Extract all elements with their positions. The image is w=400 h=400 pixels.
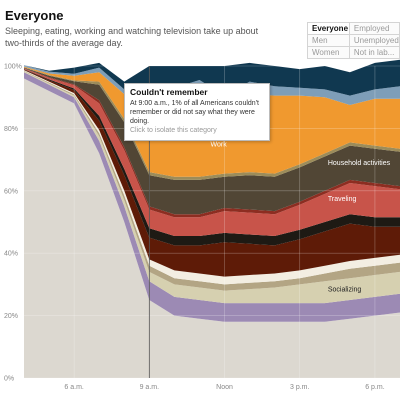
x-tick-label: 6 p.m. [365, 384, 385, 391]
area-household-activities[interactable] [24, 67, 400, 215]
series-labels: Socializing Traveling Household activities… [211, 142, 391, 294]
y-tick-label: 40% [4, 251, 18, 258]
tooltip-body: At 9:00 a.m., 1% of all Americans couldn… [130, 100, 259, 125]
filter-not-in-labor-force[interactable]: Not in lab... [348, 46, 400, 59]
y-tick-label: 80% [4, 126, 18, 133]
area-layer-3[interactable] [24, 70, 400, 291]
series-label-household-activities: Household activities [328, 160, 391, 167]
area-layer-1[interactable] [24, 72, 400, 322]
tooltip-isolate-link[interactable]: Click to isolate this category [130, 127, 217, 134]
y-axis: 0% 20% 40% 60% 80% 100% [4, 64, 22, 383]
x-tick-label: 6 a.m. [64, 384, 84, 391]
area-layer-4[interactable] [24, 70, 400, 285]
area-socializing[interactable] [24, 71, 400, 304]
series-label-work: Work [211, 142, 228, 149]
y-tick-label: 60% [4, 188, 18, 195]
x-tick-label: 9 a.m. [140, 384, 160, 391]
filter-unemployed[interactable]: Unemployed [348, 34, 400, 47]
area-layer-10[interactable] [24, 67, 400, 180]
chart-subtitle: Sleeping, eating, working and watching t… [5, 26, 259, 48]
page-title: Everyone [5, 8, 64, 23]
category-tooltip: Couldn't remember At 9:00 a.m., 1% of al… [124, 83, 270, 141]
area-layers [24, 59, 400, 379]
area-layer-5[interactable] [24, 69, 400, 277]
x-tick-label: 3 p.m. [290, 384, 310, 391]
x-tick-label: Noon [216, 384, 233, 391]
filter-table: Everyone Employed Men Unemployed Women N… [307, 22, 400, 59]
series-label-socializing: Socializing [328, 287, 362, 294]
y-tick-label: 100% [4, 64, 22, 71]
y-tick-label: 20% [4, 313, 18, 320]
area-layer-13[interactable] [24, 59, 400, 98]
tooltip-title: Couldn't remember [130, 87, 208, 97]
grid-lines [24, 65, 400, 379]
series-label-traveling: Traveling [328, 196, 357, 203]
area-layer-0[interactable] [24, 78, 400, 379]
x-axis: 6 a.m. 9 a.m. Noon 3 p.m. 6 p.m. [64, 384, 384, 391]
y-tick-label: 0% [4, 376, 14, 383]
filter-everyone[interactable]: Everyone [307, 22, 350, 35]
